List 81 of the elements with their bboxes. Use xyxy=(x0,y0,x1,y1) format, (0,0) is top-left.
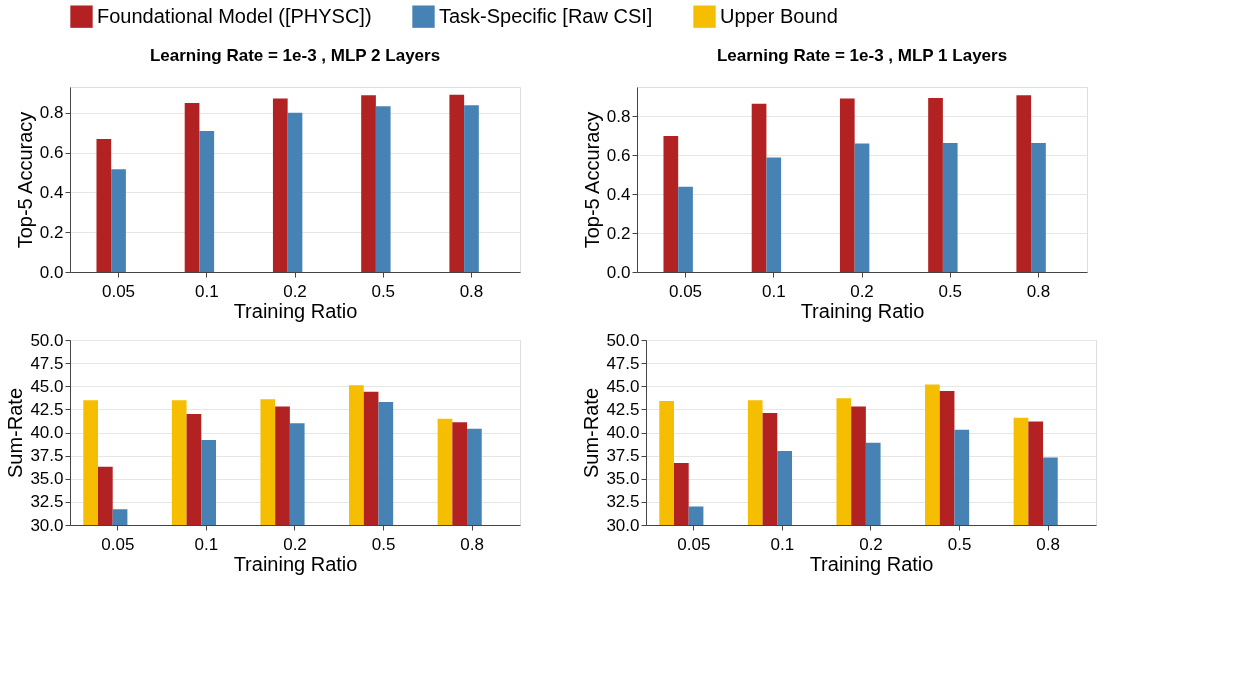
x-tick-label: 0.8 xyxy=(1036,534,1060,554)
y-axis-title: Top-5 Accuracy xyxy=(580,111,603,249)
bar xyxy=(111,169,126,272)
bar xyxy=(199,130,215,272)
bar xyxy=(449,94,465,272)
chart-title: Learning Rate = 1e-3 , MLP 1 Layers xyxy=(716,46,1008,65)
bar xyxy=(1016,95,1032,272)
legend-label: Foundational Model ([PHYSC]) xyxy=(97,4,372,27)
x-axis-title: Training Ratio xyxy=(233,552,358,575)
y-tick-label: 40.0 xyxy=(30,423,64,442)
bar xyxy=(839,98,855,272)
bar xyxy=(751,103,767,272)
y-tick-label: 0.4 xyxy=(39,182,64,202)
x-tick-label: 0.2 xyxy=(283,534,307,554)
y-tick-label: 0.2 xyxy=(39,222,64,242)
x-tick-label: 0.05 xyxy=(101,281,136,301)
bar xyxy=(184,102,200,272)
y-tick-label: 37.5 xyxy=(606,446,640,466)
y-tick-label: 0.0 xyxy=(606,262,631,282)
x-tick-label: 0.05 xyxy=(677,534,711,554)
x-tick-label: 0.05 xyxy=(101,534,135,554)
bar xyxy=(272,98,288,272)
bar xyxy=(928,97,943,272)
x-tick-label: 0.1 xyxy=(770,534,795,554)
x-tick-label: 0.8 xyxy=(1026,281,1051,301)
y-tick-label: 35.0 xyxy=(606,469,640,489)
y-tick-label: 35.0 xyxy=(30,469,64,489)
bar xyxy=(1031,142,1046,272)
x-tick-label: 0.8 xyxy=(459,281,484,301)
legend-label: Upper Bound xyxy=(720,4,838,27)
y-tick-label: 45.0 xyxy=(30,376,64,396)
y-tick-label: 30.0 xyxy=(30,515,64,535)
x-tick-label: 0.8 xyxy=(460,534,484,554)
x-tick-label: 0.05 xyxy=(668,281,703,301)
y-tick-label: 45.0 xyxy=(606,376,640,396)
y-axis-title: Top-5 Accuracy xyxy=(13,111,36,249)
y-tick-label: 32.5 xyxy=(30,492,64,512)
y-tick-label: 37.5 xyxy=(30,446,64,466)
x-axis-title: Training Ratio xyxy=(800,299,925,322)
chart-title: Learning Rate = 1e-3 , MLP 2 Layers xyxy=(149,46,441,65)
y-tick-label: 0.8 xyxy=(39,103,64,123)
y-tick-label: 0.2 xyxy=(606,223,631,243)
x-axis-title: Training Ratio xyxy=(233,299,358,322)
x-tick-label: 0.5 xyxy=(371,281,396,301)
bar xyxy=(287,112,303,272)
y-tick-label: 47.5 xyxy=(30,353,64,373)
y-tick-label: 50.0 xyxy=(606,330,640,350)
bar xyxy=(766,157,782,272)
legend-label: Task-Specific [Raw CSI] xyxy=(439,4,653,27)
bar xyxy=(361,95,376,272)
y-axis-title: Sum-Rate xyxy=(580,387,603,479)
y-tick-label: 0.0 xyxy=(39,262,64,282)
bar xyxy=(942,142,958,272)
bar xyxy=(96,138,112,272)
y-tick-label: 0.6 xyxy=(606,145,631,165)
x-tick-label: 0.1 xyxy=(761,281,786,301)
y-tick-label: 42.5 xyxy=(606,399,640,419)
y-tick-label: 0.8 xyxy=(606,106,631,126)
y-tick-label: 32.5 xyxy=(606,492,640,512)
y-tick-label: 0.4 xyxy=(606,184,631,204)
x-tick-label: 0.1 xyxy=(194,281,219,301)
y-tick-label: 0.6 xyxy=(39,143,64,163)
bar xyxy=(854,143,870,272)
x-tick-label: 0.5 xyxy=(371,534,396,554)
y-tick-label: 30.0 xyxy=(606,515,640,535)
x-tick-label: 0.5 xyxy=(938,281,963,301)
x-tick-label: 0.2 xyxy=(850,281,874,301)
x-tick-label: 0.1 xyxy=(194,534,219,554)
bar xyxy=(464,105,479,272)
x-axis-title: Training Ratio xyxy=(809,552,934,575)
x-tick-label: 0.2 xyxy=(283,281,307,301)
y-tick-label: 50.0 xyxy=(30,330,64,350)
x-tick-label: 0.5 xyxy=(947,534,972,554)
bar xyxy=(678,186,693,272)
bar xyxy=(663,136,679,272)
bar xyxy=(375,106,391,272)
y-tick-label: 40.0 xyxy=(606,423,640,442)
x-tick-label: 0.2 xyxy=(859,534,883,554)
y-tick-label: 47.5 xyxy=(606,353,640,373)
y-axis-title: Sum-Rate xyxy=(4,387,27,479)
y-tick-label: 42.5 xyxy=(30,399,64,419)
